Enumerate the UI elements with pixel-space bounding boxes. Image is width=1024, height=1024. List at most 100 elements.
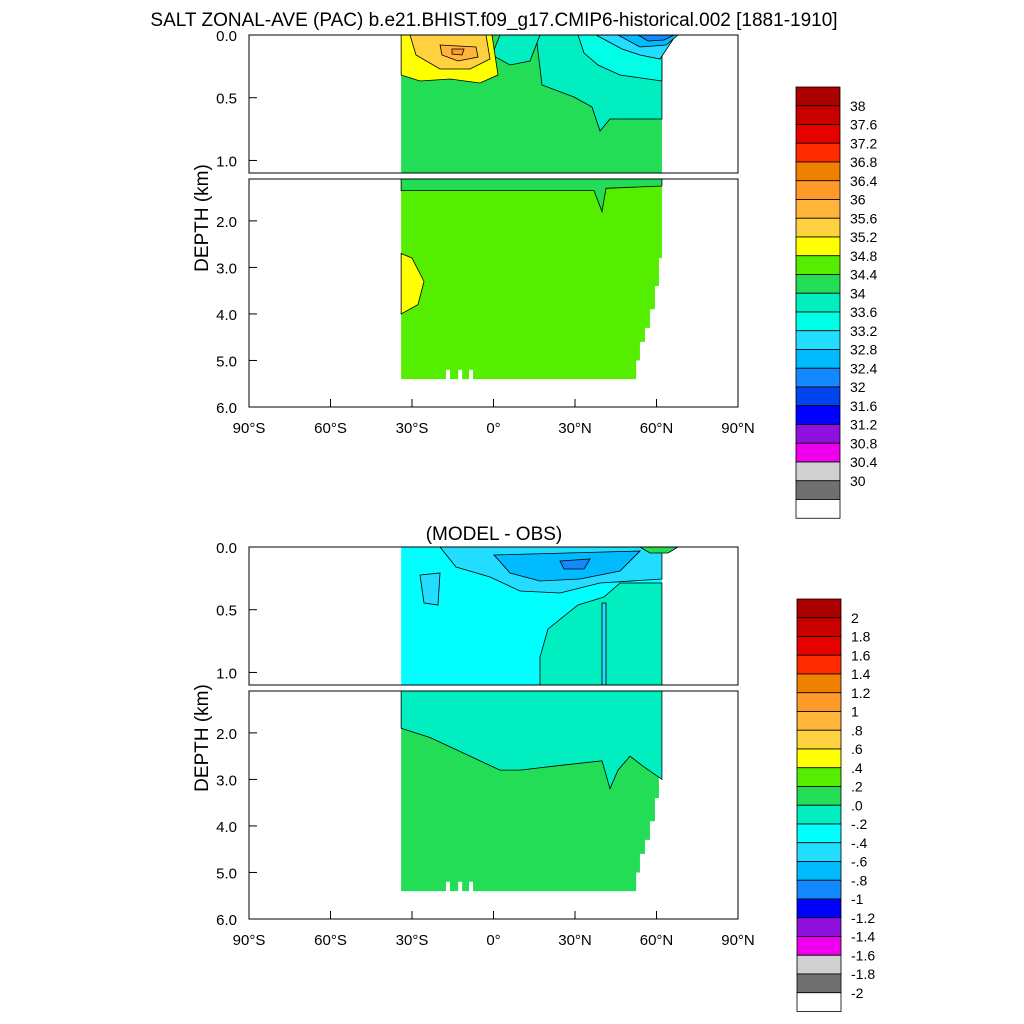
colorbar-swatch <box>796 711 842 731</box>
plot-frame-upper <box>248 34 739 174</box>
y-tick-label: 1.0 <box>216 153 237 170</box>
colorbar-swatch <box>796 729 842 750</box>
x-tick-label: 0° <box>486 420 500 437</box>
difference-region-deep <box>539 582 663 686</box>
x-tick-label: 90°S <box>233 420 266 437</box>
colorbar-label: 30.8 <box>850 435 877 451</box>
colorbar-swatch <box>796 861 842 881</box>
colorbar-label: 36.4 <box>850 173 877 189</box>
colorbar-label: -1.4 <box>851 929 875 945</box>
colorbar-swatch <box>796 786 842 806</box>
difference-region-intermediate <box>400 690 663 790</box>
colorbar-swatch <box>796 973 842 994</box>
colorbar-label: 35.2 <box>850 229 877 245</box>
colorbar-label: -.8 <box>851 872 868 888</box>
colorbar-swatch <box>795 255 841 275</box>
colorbar-label: 1.2 <box>851 685 871 701</box>
x-tick-label: 60°N <box>640 932 674 949</box>
colorbar-swatch <box>795 124 841 144</box>
salinity-region-intermediate <box>400 178 663 214</box>
colorbar-label: 1.6 <box>851 647 871 663</box>
x-tick-label: 60°S <box>314 932 347 949</box>
colorbar-label: 32.8 <box>850 342 877 358</box>
colorbar-swatch <box>796 823 842 844</box>
colorbar-label: 2 <box>851 610 859 626</box>
y-tick-label: 0.5 <box>216 91 237 108</box>
colorbar-swatch <box>795 180 841 200</box>
y-tick-label: 0.0 <box>216 540 237 557</box>
x-tick-label: 30°S <box>396 420 429 437</box>
colorbar-swatch <box>795 367 841 388</box>
colorbar-swatch <box>795 330 841 350</box>
colorbar-label: 36 <box>850 192 866 208</box>
colorbar-swatch <box>796 617 842 637</box>
colorbar-swatch <box>795 311 841 332</box>
colorbar-swatch <box>795 199 841 219</box>
y-tick-label: 6.0 <box>216 912 237 929</box>
seafloor-notch <box>458 881 463 893</box>
y-tick-label: 5.0 <box>216 353 237 370</box>
colorbar-swatch <box>796 992 842 1012</box>
salinity-region-subtropical <box>451 48 465 56</box>
y-tick-label: 3.0 <box>216 772 237 789</box>
colorbar-label: .0 <box>851 797 863 813</box>
panel-title-diff: (MODEL - OBS) <box>426 524 563 545</box>
colorbar-label: 31.6 <box>850 398 877 414</box>
colorbar-label: -1 <box>851 891 864 907</box>
panel-bottom: (MODEL - OBS) 0.00.51.02.03.04.05.06.090… <box>192 524 875 1012</box>
colorbar-label: .6 <box>851 741 863 757</box>
y-tick-label: 4.0 <box>216 819 237 836</box>
colorbar-label: -1.8 <box>851 966 875 982</box>
colorbar-label: 30 <box>850 473 866 489</box>
colorbar-label: 1.4 <box>851 666 871 682</box>
x-tick-label: 90°S <box>233 932 266 949</box>
colorbar-swatch <box>795 499 841 519</box>
colorbar-swatch <box>795 461 841 482</box>
colorbar-label: -1.6 <box>851 947 875 963</box>
colorbar-swatch <box>795 236 841 257</box>
seafloor-notch <box>469 881 474 893</box>
difference-region-surface <box>559 558 591 570</box>
x-tick-label: 60°N <box>640 420 674 437</box>
y-tick-label: 0.5 <box>216 603 237 620</box>
plot-bot-lower <box>248 690 739 920</box>
difference-region-deep <box>601 602 607 686</box>
seafloor-notch <box>469 369 474 381</box>
colorbar-swatch <box>795 274 841 294</box>
x-tick-label: 30°S <box>396 932 429 949</box>
y-axis-label: DEPTH (km) <box>192 684 213 792</box>
colorbar-swatch <box>795 349 841 369</box>
colorbar-swatch <box>796 804 842 825</box>
seafloor-notch <box>445 881 450 893</box>
ocean-region-lower <box>401 179 662 380</box>
panel-top: 0.0 0.5 1.0 2.0 3.0 4.0 5.0 6.0 90°S 60°S 30°S 0° 30… <box>192 28 877 519</box>
y-tick-label: 6.0 <box>216 400 237 417</box>
colorbar-swatch <box>795 105 841 125</box>
y-tick-label: 0.0 <box>216 28 237 45</box>
colorbar-swatch <box>796 748 842 769</box>
colorbar-label: -.4 <box>851 835 868 851</box>
colorbar-swatch <box>795 161 841 182</box>
colorbar-swatch <box>796 917 842 937</box>
colorbar-label: 32.4 <box>850 360 877 376</box>
colorbar-swatch <box>795 142 841 163</box>
axes-bot: 0.0 0.5 1.0 2.0 3.0 4.0 5.0 6.0 90°S 60°S 30°S 0° 30… <box>216 540 755 949</box>
colorbar-swatch <box>796 673 842 694</box>
colorbar-swatch <box>796 654 842 675</box>
y-axis-label: DEPTH (km) <box>192 164 213 272</box>
colorbar-swatch <box>795 292 841 313</box>
colorbar-label: 33.2 <box>850 323 877 339</box>
x-tick-label: 60°S <box>314 420 347 437</box>
colorbar-swatch <box>796 767 842 787</box>
colorbar-swatch <box>796 936 842 956</box>
seafloor-notch <box>458 369 463 381</box>
colorbar-swatch <box>796 636 842 656</box>
colorbar-swatch <box>795 386 841 407</box>
colorbar-swatch <box>795 424 841 444</box>
colorbar-label: -2 <box>851 985 864 1001</box>
colorbar-swatch <box>795 405 841 425</box>
colorbar-swatch <box>796 879 842 900</box>
seafloor-notch <box>445 369 450 381</box>
difference-region-surface <box>419 572 441 606</box>
plot-bot-upper <box>248 546 739 686</box>
